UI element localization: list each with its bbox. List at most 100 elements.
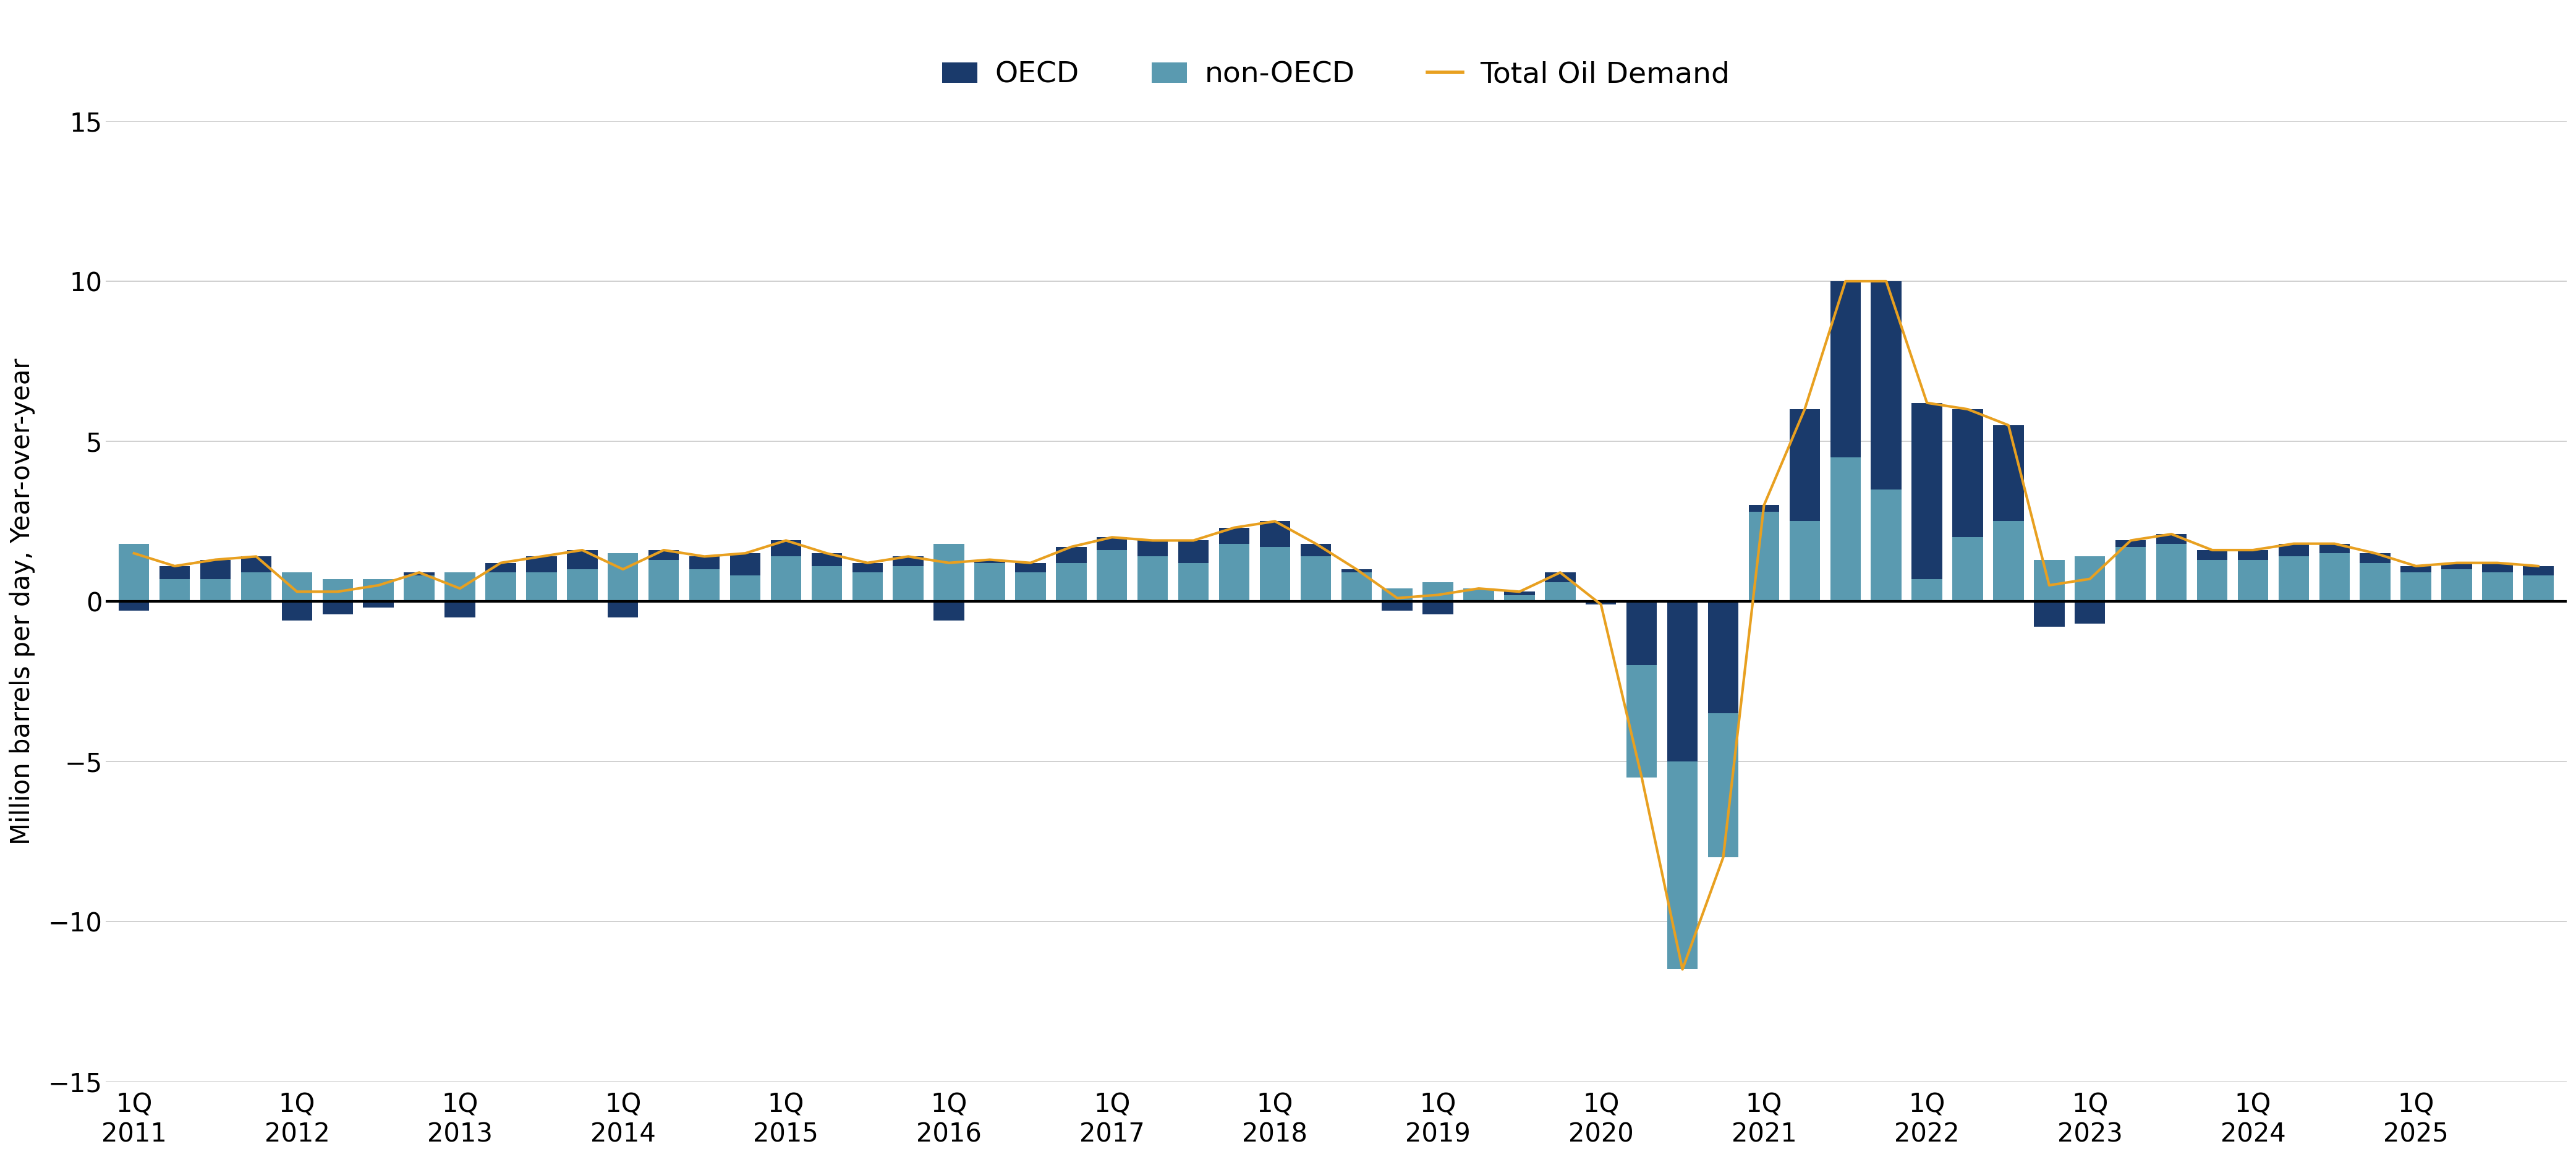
Bar (446, 573, 474, 602)
Bar (2239, 560, 2269, 602)
Bar (1829, 457, 1860, 602)
Bar (1870, 489, 1901, 602)
Bar (2360, 553, 2391, 562)
Bar (2442, 569, 2473, 602)
Bar (242, 557, 270, 573)
Bar (2239, 550, 2269, 560)
Bar (2401, 566, 2432, 573)
Bar (2115, 540, 2146, 547)
Bar (690, 557, 719, 569)
Bar (2442, 562, 2473, 569)
Bar (2318, 544, 2349, 553)
Bar (2115, 547, 2146, 602)
Bar (1829, 281, 1860, 457)
Bar (1994, 426, 2025, 522)
Bar (1546, 573, 1577, 582)
Bar (404, 573, 435, 576)
Legend: OECD, non-OECD, Total Oil Demand: OECD, non-OECD, Total Oil Demand (930, 50, 1741, 101)
Bar (2522, 576, 2553, 602)
Bar (1015, 573, 1046, 602)
Bar (690, 569, 719, 602)
Bar (2197, 550, 2228, 560)
Bar (2277, 544, 2308, 557)
Bar (933, 602, 963, 620)
Bar (2035, 560, 2063, 602)
Bar (281, 602, 312, 620)
Bar (363, 602, 394, 607)
Bar (1667, 761, 1698, 970)
Bar (649, 560, 680, 602)
Bar (160, 566, 191, 578)
Bar (2035, 602, 2063, 627)
Bar (1056, 562, 1087, 602)
Bar (974, 560, 1005, 562)
Bar (1218, 528, 1249, 544)
Bar (1546, 582, 1577, 602)
Bar (1139, 540, 1167, 557)
Bar (1911, 578, 1942, 602)
Bar (729, 553, 760, 576)
Bar (2156, 544, 2187, 602)
Bar (567, 550, 598, 569)
Bar (484, 562, 515, 573)
Bar (1708, 602, 1739, 714)
Bar (2074, 602, 2105, 624)
Bar (1381, 602, 1412, 611)
Bar (853, 562, 884, 573)
Bar (201, 578, 232, 602)
Bar (853, 573, 884, 602)
Bar (1625, 665, 1656, 778)
Bar (1587, 602, 1615, 604)
Bar (1342, 569, 1373, 573)
Bar (1749, 511, 1780, 602)
Bar (1667, 602, 1698, 761)
Bar (1342, 573, 1373, 602)
Bar (770, 540, 801, 557)
Bar (2483, 573, 2512, 602)
Bar (1749, 506, 1780, 511)
Bar (1381, 589, 1412, 602)
Bar (1953, 537, 1984, 602)
Bar (811, 553, 842, 566)
Bar (2197, 560, 2228, 602)
Bar (770, 557, 801, 602)
Bar (894, 557, 922, 566)
Bar (2483, 562, 2512, 573)
Bar (526, 557, 556, 573)
Bar (2318, 553, 2349, 602)
Bar (242, 573, 270, 602)
Bar (811, 566, 842, 602)
Bar (974, 562, 1005, 602)
Bar (118, 602, 149, 611)
Bar (608, 602, 639, 618)
Bar (1260, 547, 1291, 602)
Bar (1097, 550, 1128, 602)
Bar (1504, 591, 1535, 595)
Bar (1177, 562, 1208, 602)
Bar (2360, 562, 2391, 602)
Bar (1097, 537, 1128, 550)
Bar (933, 544, 963, 602)
Bar (1790, 410, 1821, 522)
Bar (363, 578, 394, 602)
Y-axis label: Million barrels per day, Year-over-year: Million barrels per day, Year-over-year (10, 358, 36, 845)
Bar (567, 569, 598, 602)
Bar (1994, 522, 2025, 602)
Bar (649, 550, 680, 560)
Bar (2074, 557, 2105, 602)
Bar (118, 544, 149, 602)
Bar (1422, 582, 1453, 602)
Bar (1301, 557, 1332, 602)
Bar (1911, 403, 1942, 578)
Bar (1015, 562, 1046, 573)
Bar (729, 576, 760, 602)
Bar (322, 602, 353, 614)
Bar (484, 573, 515, 602)
Bar (2277, 557, 2308, 602)
Bar (404, 576, 435, 602)
Bar (201, 560, 232, 578)
Bar (1139, 557, 1167, 602)
Bar (1422, 602, 1453, 614)
Bar (1708, 714, 1739, 857)
Bar (1790, 522, 1821, 602)
